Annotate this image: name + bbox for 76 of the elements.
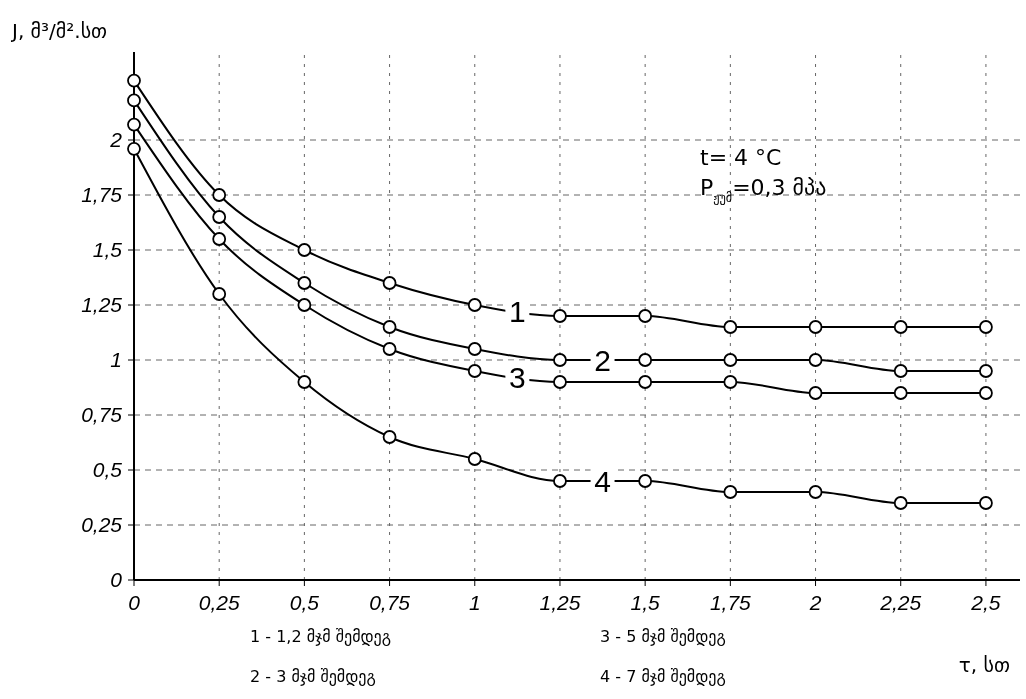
series-label: 1 [509,294,526,328]
point [212,287,227,301]
point [297,375,312,389]
point [382,320,397,334]
x-tick-label: 0,5 [289,591,320,614]
y-tick-label: 0,25 [81,513,123,537]
point [297,276,312,290]
y-tick-label: 0,5 [92,458,123,482]
x-tick-label: 0 [128,591,141,614]
point [212,232,227,246]
text: 4 - 7 მჯმ შემდეგ [600,667,726,686]
x-tick-label: 1 [468,591,481,614]
point [467,452,482,466]
y-tick-label: 0,75 [81,403,123,427]
annotation: t= 4 °C [700,145,782,170]
y-tick-label: 1,5 [92,238,123,262]
point [979,496,993,510]
y-tick-label: 1 [110,348,122,372]
point [979,386,993,400]
point [127,117,141,132]
text: 1 - 1,2 მჯმ შემდეგ [250,627,391,646]
point [467,342,482,356]
x-tick-label: 1,5 [630,591,661,614]
point [723,320,738,334]
y-tick-label: 0 [110,568,123,592]
point [638,375,653,389]
x-tick-label: 2,5 [970,591,1001,614]
x-tick-label: 2 [808,591,822,614]
point [638,474,653,488]
point [723,353,738,367]
point [723,485,738,499]
point [553,474,567,488]
annotation: P$_{ჟუმ}$=0,3 მპა [700,175,827,205]
text: 2 - 3 მჯმ შემდეგ [250,667,376,686]
y-tick-label: 2 [109,128,123,152]
x-tick-label: 1,25 [539,591,581,614]
point [553,375,567,389]
point [553,353,567,367]
point [638,353,653,367]
point [212,210,227,224]
point [638,309,653,323]
x-tick-label: 0,25 [198,591,240,614]
point [467,364,482,378]
point [127,73,141,88]
point [127,93,141,108]
point [893,320,908,334]
point [808,485,823,499]
point [382,276,397,290]
series-label: 2 [594,344,611,377]
point [382,342,397,356]
point [212,188,227,202]
x-axis-title: τ, სთ [958,653,1010,677]
point [382,430,397,444]
point [893,496,908,510]
point [893,364,908,378]
series-label: 4 [594,465,611,498]
point [808,353,823,367]
point [553,309,567,323]
y-tick-label: 1,75 [81,183,123,207]
point [723,375,738,389]
point [297,298,312,312]
y-axis-title: J, მ³/მ².სთ [10,19,108,43]
text: 3 - 5 მჯმ შემდეგ [600,627,726,646]
point [808,320,823,334]
point [127,141,141,156]
point [808,386,823,400]
y-tick-label: 1,25 [81,293,123,317]
point [467,298,482,312]
x-tick-label: 0,75 [369,591,411,614]
x-tick-label: 2,25 [879,591,922,614]
point [979,320,993,334]
point [297,243,312,257]
series-label: 3 [509,360,526,394]
point [893,386,908,400]
x-tick-label: 1,75 [709,591,752,614]
point [979,364,993,378]
